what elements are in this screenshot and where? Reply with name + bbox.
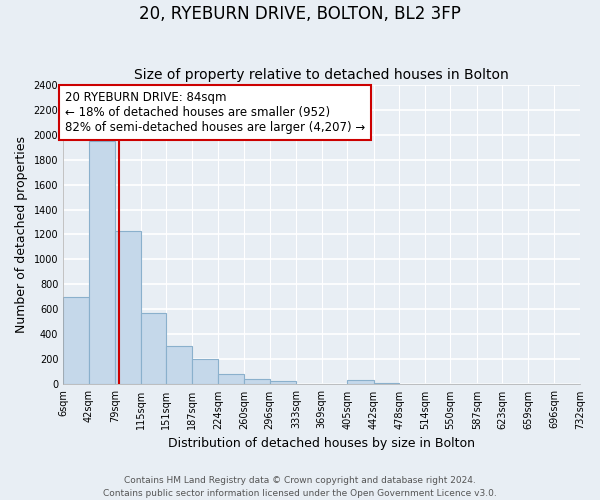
Bar <box>89 141 115 384</box>
Bar <box>63 297 89 384</box>
Bar <box>269 380 296 384</box>
Bar <box>347 380 374 384</box>
Bar <box>166 346 192 385</box>
Text: Contains HM Land Registry data © Crown copyright and database right 2024.
Contai: Contains HM Land Registry data © Crown c… <box>103 476 497 498</box>
Bar <box>141 312 166 384</box>
Bar <box>218 374 244 384</box>
Title: Size of property relative to detached houses in Bolton: Size of property relative to detached ho… <box>134 68 509 82</box>
Text: 20, RYEBURN DRIVE, BOLTON, BL2 3FP: 20, RYEBURN DRIVE, BOLTON, BL2 3FP <box>139 5 461 23</box>
Bar <box>374 383 399 384</box>
Text: 20 RYEBURN DRIVE: 84sqm
← 18% of detached houses are smaller (952)
82% of semi-d: 20 RYEBURN DRIVE: 84sqm ← 18% of detache… <box>65 91 365 134</box>
Bar <box>192 360 218 384</box>
Bar <box>115 230 141 384</box>
Y-axis label: Number of detached properties: Number of detached properties <box>15 136 28 333</box>
Bar <box>244 379 269 384</box>
X-axis label: Distribution of detached houses by size in Bolton: Distribution of detached houses by size … <box>168 437 475 450</box>
